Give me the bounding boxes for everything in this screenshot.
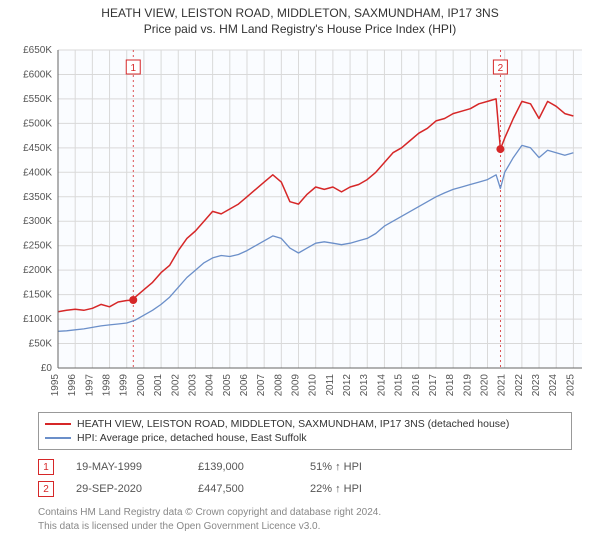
svg-text:2004: 2004 xyxy=(205,374,216,397)
svg-text:1999: 1999 xyxy=(119,374,130,397)
svg-text:2005: 2005 xyxy=(222,374,233,397)
legend-row: HEATH VIEW, LEISTON ROAD, MIDDLETON, SAX… xyxy=(45,417,565,431)
marker-row: 2 29-SEP-2020 £447,500 22% ↑ HPI xyxy=(38,478,572,500)
svg-text:1996: 1996 xyxy=(67,374,78,397)
legend-row: HPI: Average price, detached house, East… xyxy=(45,431,565,445)
svg-text:£350K: £350K xyxy=(23,192,52,203)
legend-label: HPI: Average price, detached house, East… xyxy=(77,432,307,444)
svg-text:2024: 2024 xyxy=(548,374,559,397)
footnote-line-2: This data is licensed under the Open Gov… xyxy=(38,520,572,534)
svg-text:£400K: £400K xyxy=(23,167,52,178)
marker-table: 1 19-MAY-1999 £139,000 51% ↑ HPI 2 29-SE… xyxy=(38,456,572,500)
chart-container: HEATH VIEW, LEISTON ROAD, MIDDLETON, SAX… xyxy=(0,0,600,560)
marker-date: 29-SEP-2020 xyxy=(76,483,176,495)
svg-text:1995: 1995 xyxy=(50,374,61,397)
legend: HEATH VIEW, LEISTON ROAD, MIDDLETON, SAX… xyxy=(38,412,572,450)
svg-text:£650K: £650K xyxy=(23,45,52,56)
marker-badge: 1 xyxy=(38,459,54,475)
svg-text:2013: 2013 xyxy=(359,374,370,397)
svg-text:£150K: £150K xyxy=(23,290,52,301)
svg-text:2022: 2022 xyxy=(514,374,525,397)
svg-text:2023: 2023 xyxy=(531,374,542,397)
svg-text:£0: £0 xyxy=(41,363,53,374)
legend-swatch-icon xyxy=(45,423,71,425)
legend-label: HEATH VIEW, LEISTON ROAD, MIDDLETON, SAX… xyxy=(77,418,509,430)
marker-price: £447,500 xyxy=(198,483,288,495)
svg-text:£50K: £50K xyxy=(29,339,53,350)
svg-text:2003: 2003 xyxy=(187,374,198,397)
title-line-1: HEATH VIEW, LEISTON ROAD, MIDDLETON, SAX… xyxy=(0,6,600,20)
svg-text:2002: 2002 xyxy=(170,374,181,397)
marker-date: 19-MAY-1999 xyxy=(76,461,176,473)
svg-text:£550K: £550K xyxy=(23,94,52,105)
marker-price: £139,000 xyxy=(198,461,288,473)
svg-text:2021: 2021 xyxy=(497,374,508,397)
svg-text:2011: 2011 xyxy=(325,374,336,396)
svg-text:2018: 2018 xyxy=(445,374,456,397)
svg-text:2020: 2020 xyxy=(480,374,491,397)
marker-row: 1 19-MAY-1999 £139,000 51% ↑ HPI xyxy=(38,456,572,478)
legend-swatch-icon xyxy=(45,437,71,439)
svg-text:2017: 2017 xyxy=(428,374,439,397)
svg-text:1997: 1997 xyxy=(84,374,95,397)
svg-text:2025: 2025 xyxy=(565,374,576,397)
svg-text:£500K: £500K xyxy=(23,118,52,129)
marker-delta: 22% ↑ HPI xyxy=(310,483,410,495)
svg-text:£250K: £250K xyxy=(23,241,52,252)
title-line-2: Price paid vs. HM Land Registry's House … xyxy=(0,22,600,36)
chart-svg: £0 £50K £100K £150K £200K £250K £300K £350K £400… xyxy=(10,42,590,402)
title-area: HEATH VIEW, LEISTON ROAD, MIDDLETON, SAX… xyxy=(0,0,600,36)
svg-text:2012: 2012 xyxy=(342,374,353,397)
svg-text:2015: 2015 xyxy=(394,374,405,397)
svg-text:£450K: £450K xyxy=(23,143,52,154)
svg-text:2: 2 xyxy=(498,63,504,74)
footnote: Contains HM Land Registry data © Crown c… xyxy=(38,506,572,533)
svg-text:2000: 2000 xyxy=(136,374,147,397)
footnote-line-1: Contains HM Land Registry data © Crown c… xyxy=(38,506,572,520)
svg-text:2009: 2009 xyxy=(291,374,302,397)
svg-text:2001: 2001 xyxy=(153,374,164,397)
svg-text:2019: 2019 xyxy=(462,374,473,397)
svg-text:2006: 2006 xyxy=(239,374,250,397)
svg-text:1998: 1998 xyxy=(102,374,113,397)
chart: £0 £50K £100K £150K £200K £250K £300K £350K £400… xyxy=(10,42,590,402)
svg-text:2008: 2008 xyxy=(273,374,284,397)
svg-text:£200K: £200K xyxy=(23,265,52,276)
svg-text:1: 1 xyxy=(130,63,136,74)
svg-text:2010: 2010 xyxy=(308,374,319,397)
svg-text:£600K: £600K xyxy=(23,69,52,80)
marker-badge: 2 xyxy=(38,481,54,497)
svg-text:2007: 2007 xyxy=(256,374,267,397)
svg-text:£300K: £300K xyxy=(23,216,52,227)
svg-text:£100K: £100K xyxy=(23,314,52,325)
marker-delta: 51% ↑ HPI xyxy=(310,461,410,473)
svg-text:2014: 2014 xyxy=(376,374,387,397)
svg-text:2016: 2016 xyxy=(411,374,422,397)
